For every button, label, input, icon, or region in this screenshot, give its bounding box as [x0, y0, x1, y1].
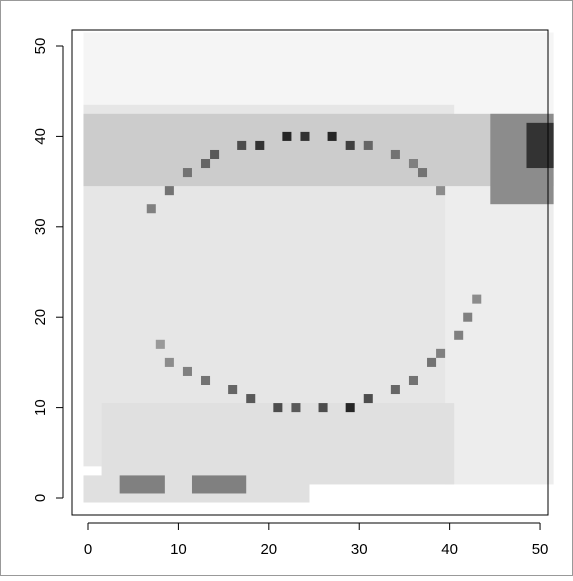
x-tick-label: 0 [84, 541, 92, 558]
heat-cell [472, 294, 482, 304]
heat-cell [408, 159, 418, 169]
x-tick-label: 10 [170, 541, 187, 558]
heat-cell [273, 403, 283, 413]
heat-cell [436, 186, 446, 196]
heat-cell [318, 403, 328, 413]
x-tick-label: 20 [260, 541, 277, 558]
heat-cell [363, 140, 373, 150]
heat-cell [201, 375, 211, 386]
y-tick-label: 30 [32, 218, 49, 235]
heat-cell [345, 140, 355, 150]
y-tick-label: 10 [32, 399, 49, 416]
heat-cell [363, 394, 373, 404]
heat-cell [182, 366, 192, 376]
x-tick-label: 30 [351, 541, 368, 558]
heat-cell [282, 131, 292, 141]
heat-cell [327, 131, 337, 141]
heat-cell [454, 330, 464, 340]
heat-cell [436, 348, 446, 358]
heat-cell [182, 168, 192, 178]
heat-cell [237, 140, 247, 150]
plot-box [71, 29, 549, 516]
y-tick-label: 0 [32, 494, 49, 502]
heat-region [526, 122, 554, 169]
x-tick-label: 50 [532, 541, 549, 558]
heat-cell [390, 385, 400, 395]
heat-region [101, 403, 455, 485]
heat-cell [155, 339, 165, 349]
heat-cell [291, 403, 301, 413]
heat-cell [463, 312, 473, 322]
heat-region [83, 32, 554, 114]
heat-cell [300, 131, 310, 141]
heat-cell [345, 403, 355, 413]
heat-region [119, 475, 165, 494]
heat-cell [228, 385, 238, 395]
heat-region [191, 475, 247, 494]
y-tick-label: 20 [32, 309, 49, 326]
heat-cell [164, 186, 174, 196]
heat-region [83, 113, 554, 187]
y-tick-label: 40 [32, 128, 49, 145]
heat-cell [390, 149, 400, 160]
heat-cell [408, 375, 418, 386]
heat-cell [417, 168, 428, 178]
heat-cell [210, 149, 220, 160]
heat-cell [255, 140, 265, 150]
heat-cell [146, 204, 156, 214]
heat-cell [246, 394, 256, 404]
heat-cell [164, 357, 174, 367]
x-tick-label: 40 [441, 541, 458, 558]
y-tick-label: 50 [32, 38, 49, 55]
heat-cell [201, 159, 211, 169]
heat-cell [427, 357, 437, 367]
